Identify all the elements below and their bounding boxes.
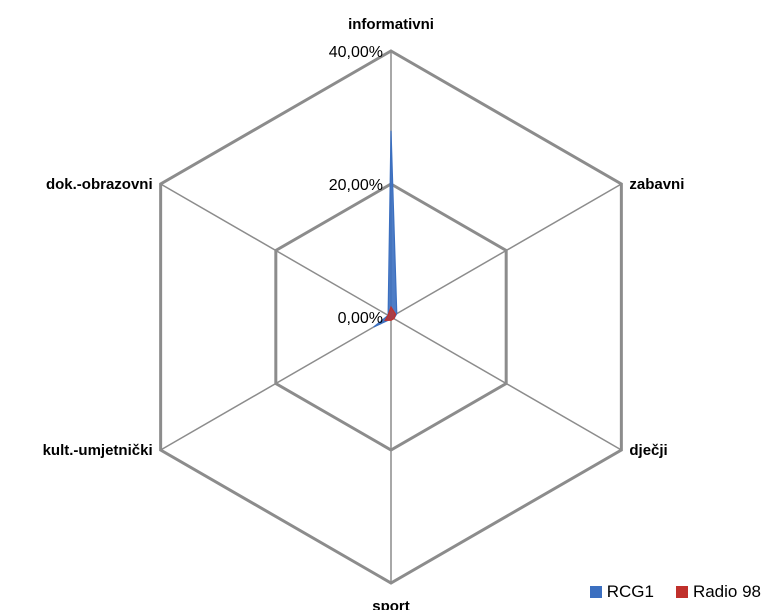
spoke-5 [160, 183, 392, 318]
legend-item-radio98: Radio 98 [675, 582, 761, 602]
tick-label-0: 0,00% [338, 310, 383, 327]
legend-item-rcg1: RCG1 [589, 582, 654, 602]
legend-swatch-radio98 [675, 586, 688, 598]
legend-label-radio98: Radio 98 [692, 582, 761, 601]
legend: RCG1 Radio 98 [589, 582, 761, 602]
series-area-1 [384, 305, 397, 321]
tick-label-2: 40,00% [329, 44, 383, 61]
legend-swatch-rcg1 [589, 586, 602, 598]
category-label-4: kult.-umjetnički [43, 442, 153, 459]
spoke-1 [390, 183, 622, 318]
legend-label-rcg1: RCG1 [606, 582, 654, 601]
series-area-0 [373, 130, 398, 328]
spoke-2 [390, 316, 622, 451]
spoke-4 [160, 316, 392, 451]
category-label-2: dječji [629, 442, 667, 459]
category-label-1: zabavni [629, 176, 684, 193]
tick-label-1: 20,00% [329, 177, 383, 194]
category-label-5: dok.-obrazovni [46, 176, 153, 193]
category-label-0: informativni [348, 16, 434, 33]
category-label-3: sport [372, 598, 410, 610]
radar-series [373, 130, 398, 328]
radar-labels: 0,00% 20,00% 40,00% informativni zabavni dječ… [43, 16, 685, 610]
